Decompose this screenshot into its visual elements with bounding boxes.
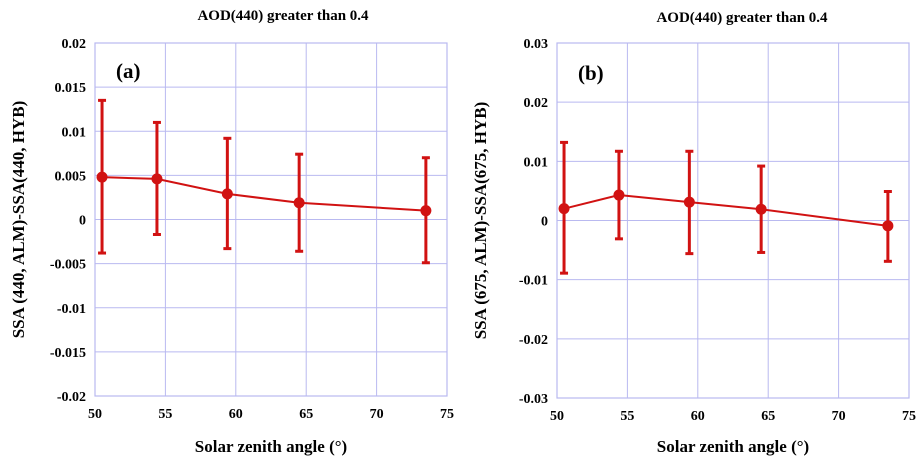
y-tick-label: 0: [541, 215, 548, 230]
y-tick-label: 0.015: [55, 81, 87, 96]
data-point: [221, 188, 233, 200]
data-point: [96, 171, 108, 183]
y-tick-label: -0.005: [50, 258, 86, 273]
series-line: [563, 194, 889, 227]
data-point: [683, 196, 695, 208]
y-tick-label: -0.01: [519, 274, 548, 289]
series-line: [102, 176, 426, 212]
data-point: [420, 205, 432, 217]
x-tick-label: 55: [620, 409, 634, 424]
y-tick-label: 0.005: [55, 169, 87, 184]
panel-b-label: (b): [578, 61, 604, 85]
y-tick-label: -0.015: [50, 346, 86, 361]
y-tick-label: -0.02: [519, 333, 548, 348]
panel-b-y-axis-label: SSA (675, ALM)-SSA(675, HYB): [471, 102, 490, 340]
panel-a-title: AOD(440) greater than 0.4: [197, 8, 369, 24]
x-tick-label: 50: [88, 407, 102, 422]
x-tick-label: 75: [902, 409, 916, 424]
panel-b-x-axis-label: Solar zenith angle (°): [657, 437, 809, 456]
y-tick-label: -0.03: [519, 392, 548, 407]
panel-a-label: (a): [116, 59, 141, 83]
x-tick-label: 60: [691, 409, 705, 424]
x-tick-label: 65: [761, 409, 775, 424]
x-tick-label: 50: [550, 409, 564, 424]
plot-frame: [556, 42, 910, 399]
x-tick-label: 70: [370, 407, 384, 422]
data-point: [558, 203, 570, 215]
plot-frame: [94, 42, 448, 397]
y-tick-label: 0.03: [524, 37, 549, 52]
x-tick-label: 70: [832, 409, 846, 424]
x-tick-label: 65: [299, 407, 313, 422]
panel-a-y-axis-label: SSA (440, ALM)-SSA(440, HYB): [9, 101, 28, 339]
y-tick-label: 0.01: [62, 125, 87, 140]
panel-b-title: AOD(440) greater than 0.4: [656, 10, 828, 26]
x-tick-label: 60: [229, 407, 243, 422]
data-point: [613, 189, 625, 201]
x-tick-label: 55: [158, 407, 172, 422]
y-tick-label: 0.02: [524, 96, 549, 111]
y-tick-label: -0.01: [57, 302, 86, 317]
y-tick-label: 0: [79, 214, 86, 229]
panel-a-x-axis-label: Solar zenith angle (°): [195, 437, 347, 456]
panel-a-chart: 50 55 60 65 70 75 0.02 0.015 0.01 0.005 0 -0.005 -0.…: [9, 8, 454, 456]
y-tick-label: 0.01: [524, 155, 549, 170]
panel-b-chart: 50 55 60 65 70 75 0.03 0.02 0.01 0 -0.01 -0.02 -0.03…: [471, 10, 916, 456]
x-tick-label: 75: [440, 407, 454, 422]
y-tick-label: 0.02: [62, 37, 87, 52]
data-point: [882, 220, 894, 232]
y-tick-label: -0.02: [57, 390, 86, 405]
data-point: [755, 203, 767, 215]
data-point: [293, 197, 305, 209]
data-point: [151, 173, 163, 185]
